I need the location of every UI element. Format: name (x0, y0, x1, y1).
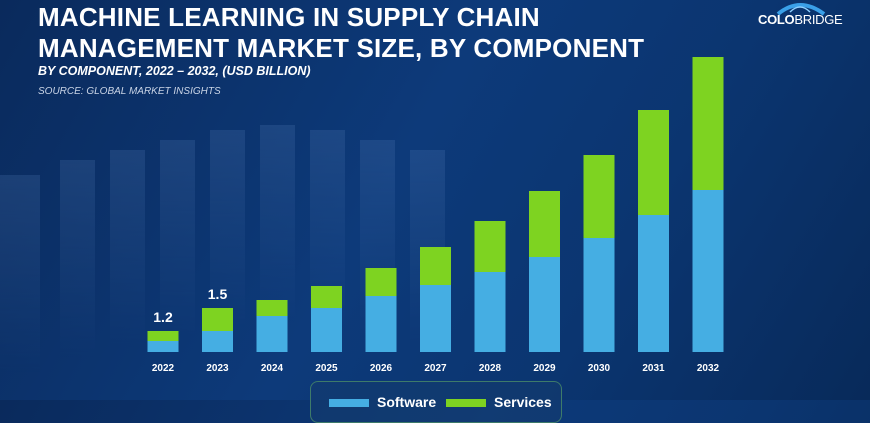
stacked-bar-chart: 2022 1.2 2023 1.5 2024 2025 2026 2027 2028 2029 20… (147, 57, 724, 374)
chart-title: MACHINE LEARNING IN SUPPLY CHAIN MANAGEM… (38, 2, 644, 64)
bar-services-2022 (147, 331, 179, 341)
source-note: SOURCE: GLOBAL MARKET INSIGHTS (38, 86, 221, 97)
x-tick-label: 2025 (315, 363, 338, 374)
x-tick-label: 2024 (261, 363, 284, 374)
x-tick-label: 2031 (642, 363, 665, 374)
bar-services-2030 (583, 155, 615, 238)
legend-swatch-software (329, 399, 369, 408)
bar-services-2028 (474, 221, 506, 272)
x-tick-label: 2028 (479, 363, 502, 374)
logo-arc-icon (776, 3, 826, 16)
title-line-2: MANAGEMENT MARKET SIZE, BY COMPONENT (38, 33, 645, 63)
bar-software-2031 (638, 215, 669, 352)
bar-services-2023 (202, 308, 233, 331)
bar-services-2029 (529, 191, 560, 257)
legend-item-software: Software (329, 394, 436, 410)
chart-subtitle: BY COMPONENT, 2022 – 2032, (USD BILLION) (38, 64, 311, 78)
bar-services-2025 (311, 286, 342, 308)
x-tick-label: 2023 (206, 363, 229, 374)
logo-part1: COLO (758, 12, 795, 27)
legend-label-services: Services (494, 394, 552, 410)
x-tick-label: 2032 (697, 363, 720, 374)
x-tick-label: 2026 (370, 363, 393, 374)
bar-services-2027 (420, 247, 451, 285)
bar-software-2030 (583, 238, 615, 352)
legend-swatch-services (446, 399, 486, 408)
bar-software-2024 (256, 316, 288, 352)
legend: Software Services (310, 381, 562, 423)
legend-item-services: Services (446, 394, 552, 410)
bar-services-2031 (638, 110, 669, 215)
x-tick-label: 2030 (588, 363, 611, 374)
bar-software-2023 (202, 331, 233, 352)
logo: COLOBRIDGE (758, 12, 843, 27)
bar-software-2028 (474, 272, 506, 352)
bar-software-2032 (692, 190, 724, 352)
bar-software-2026 (365, 296, 397, 352)
title-line-1: MACHINE LEARNING IN SUPPLY CHAIN (38, 2, 540, 32)
x-tick-label: 2022 (152, 363, 175, 374)
bar-services-2024 (256, 300, 288, 316)
logo-part2: BRIDGE (794, 12, 843, 27)
data-label-2022: 1.2 (153, 309, 173, 325)
bar-services-2032 (692, 57, 724, 190)
bar-software-2029 (529, 257, 560, 352)
bar-software-2025 (311, 308, 342, 352)
legend-label-software: Software (377, 394, 437, 410)
x-tick-label: 2027 (424, 363, 447, 374)
bar-software-2022 (147, 341, 179, 352)
x-tick-label: 2029 (533, 363, 556, 374)
data-label-2023: 1.5 (208, 286, 228, 302)
bar-services-2026 (365, 268, 397, 296)
bar-software-2027 (420, 285, 451, 352)
